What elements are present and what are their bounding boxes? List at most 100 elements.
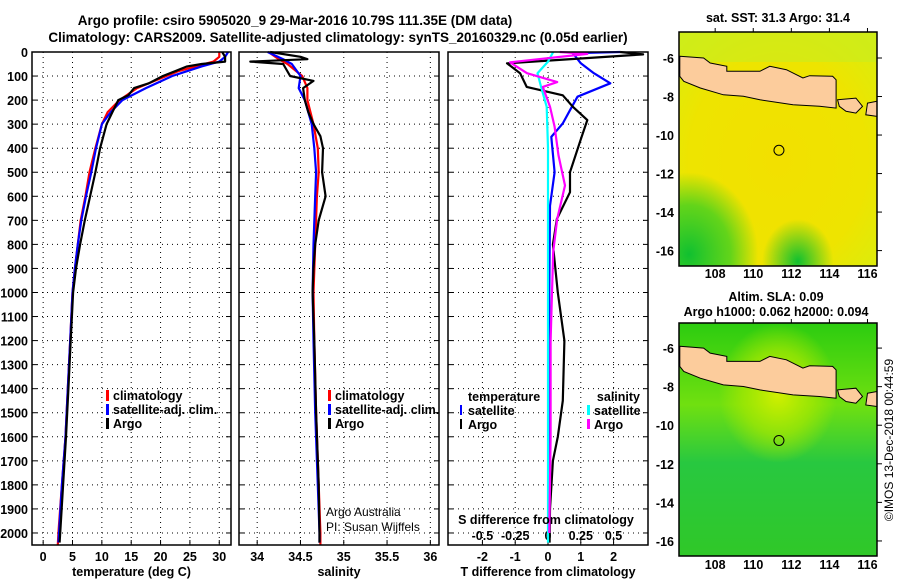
x-tick-label: 0 (40, 550, 47, 564)
map-frame (678, 322, 878, 557)
map_sst-axes: 108 110 112 114 116 -6 -8 -10 -12 -14 -16 (656, 28, 882, 281)
depth-tick-label: 1900 (0, 503, 28, 517)
legend-swatch-argo (106, 418, 109, 429)
legend-label-satellite: satellite-adj. clim. (335, 403, 439, 417)
x-tick-label: 34.5 (288, 550, 312, 564)
panel-temperature: 0100200300400500600700800900100011001200… (0, 46, 232, 579)
depth-tick-label: 900 (7, 262, 28, 276)
s-tick-label: -0.5 (472, 529, 494, 543)
panel-frame (31, 51, 232, 546)
series-argo (58, 51, 227, 543)
depth-tick-label: 1800 (0, 479, 28, 493)
lat-tick-label: -16 (656, 535, 674, 549)
credit-argo-australia: Argo Australia (326, 505, 401, 519)
x-axis-label: salinity (317, 565, 360, 579)
legend-label-s-argo: Argo (594, 418, 624, 432)
float-position-marker (773, 144, 785, 156)
temperature-legend: climatology satellite-adj. clim. Argo (106, 389, 217, 431)
sst-map (679, 32, 877, 266)
sla-map (679, 323, 877, 556)
lon-tick-label: 116 (857, 558, 877, 572)
legend-swatch-argo (328, 418, 331, 429)
title-line-2: Climatology: CARS2009. Satellite-adjuste… (48, 30, 627, 45)
panel-differences: -2 -1 0 1 2-0.5 -0.25 0 0.25 0.5T difference fro… (447, 50, 649, 579)
legend-label-t-satellite: satellite (468, 404, 515, 418)
depth-tick-label: 0 (21, 46, 28, 60)
x-tick-label: 2 (610, 550, 617, 564)
depth-tick-label: 1500 (0, 407, 28, 421)
x-tick-label: 5 (69, 550, 76, 564)
legend-swatch-climatology (106, 390, 109, 401)
land-bali (836, 387, 864, 404)
land-java (679, 55, 837, 109)
legend-swatch-satellite (328, 404, 331, 415)
lat-tick-label: -14 (656, 496, 674, 510)
depth-tick-label: 300 (7, 118, 28, 132)
series-satellite-adj-clim- (57, 51, 230, 543)
map_sla-axes: 108 110 112 114 116 -6 -8 -10 -12 -14 -16 (656, 319, 882, 572)
x-tick-label: 0 (545, 550, 552, 564)
depth-tick-label: 400 (7, 142, 28, 156)
x-tick-label: 20 (154, 550, 168, 564)
depth-tick-label: 100 (7, 70, 28, 84)
land-bali (836, 97, 864, 114)
legend-label-s-satellite: satellite (594, 404, 641, 418)
depth-tick-label: 200 (7, 94, 28, 108)
legend-label-satellite: satellite-adj. clim. (113, 403, 217, 417)
x-axis-label: T difference from climatology (460, 565, 635, 579)
lon-tick-label: 114 (819, 267, 839, 281)
lon-tick-label: 108 (705, 267, 726, 281)
depth-tick-label: 1300 (0, 359, 28, 373)
series-temperature-satellite (547, 50, 621, 534)
x-tick-label: 1 (577, 550, 584, 564)
sla-map-title-2: Argo h1000: 0.062 h2000: 0.094 (684, 305, 869, 319)
depth-tick-label: 1400 (0, 383, 28, 397)
lon-tick-label: 116 (857, 267, 877, 281)
land-lombok (865, 390, 877, 408)
x-tick-label: 25 (183, 550, 197, 564)
series-temperature-argo (505, 50, 645, 543)
sla-map-title-1: Altim. SLA: 0.09 (728, 290, 823, 304)
depth-tick-label: 500 (7, 166, 28, 180)
legend-label-t-argo: Argo (468, 418, 498, 432)
lat-tick-label: -8 (663, 381, 674, 395)
legend-swatch-s-argo (587, 419, 590, 429)
x-tick-label: 35.5 (375, 550, 399, 564)
lon-tick-label: 110 (743, 267, 763, 281)
lat-tick-label: -10 (656, 419, 674, 433)
depth-tick-label: 1700 (0, 455, 28, 469)
depth-tick-label: 2000 (0, 527, 28, 541)
lat-tick-label: -10 (656, 129, 674, 143)
lat-tick-label: -16 (656, 245, 674, 259)
x-tick-label: 15 (124, 550, 138, 564)
lon-tick-label: 114 (819, 558, 839, 572)
series-salinity-satellite (536, 51, 555, 543)
legend-title-temperature: temperature (468, 390, 540, 404)
lon-tick-label: 112 (781, 558, 801, 572)
sst-map-title: sat. SST: 31.3 Argo: 31.4 (706, 11, 850, 25)
x-tick-label: -2 (477, 550, 488, 564)
x-tick-label: -1 (510, 550, 521, 564)
depth-tick-label: 1200 (0, 335, 28, 349)
credit-pi: PI: Susan Wijffels (326, 520, 420, 534)
lat-tick-label: -6 (663, 52, 674, 66)
panel-salinity: 34 34.5 35 35.5 36 salinity (238, 50, 440, 579)
title-line-1: Argo profile: csiro 5905020_9 29-Mar-201… (78, 13, 512, 28)
s-tick-label: -0.25 (501, 529, 530, 543)
legend-label-climatology: climatology (113, 389, 183, 403)
depth-tick-label: 600 (7, 190, 28, 204)
lon-tick-label: 112 (781, 267, 801, 281)
x-tick-label: 35 (337, 550, 351, 564)
copyright-timestamp: ©IMOS 13-Dec-2018 00:44:59 (882, 359, 896, 522)
sst-field-north (679, 32, 877, 62)
legend-swatch-s-satellite (587, 405, 590, 415)
depth-tick-label: 1600 (0, 431, 28, 445)
land-java (679, 345, 837, 399)
series-climatology (56, 52, 221, 546)
s-tick-label: 0.5 (605, 529, 622, 543)
land-lombok (865, 100, 877, 117)
difference-legend: temperature satellite Argo salinity sate… (460, 390, 641, 432)
legend-label-argo: Argo (113, 417, 143, 431)
x-tick-label: 34 (250, 550, 264, 564)
